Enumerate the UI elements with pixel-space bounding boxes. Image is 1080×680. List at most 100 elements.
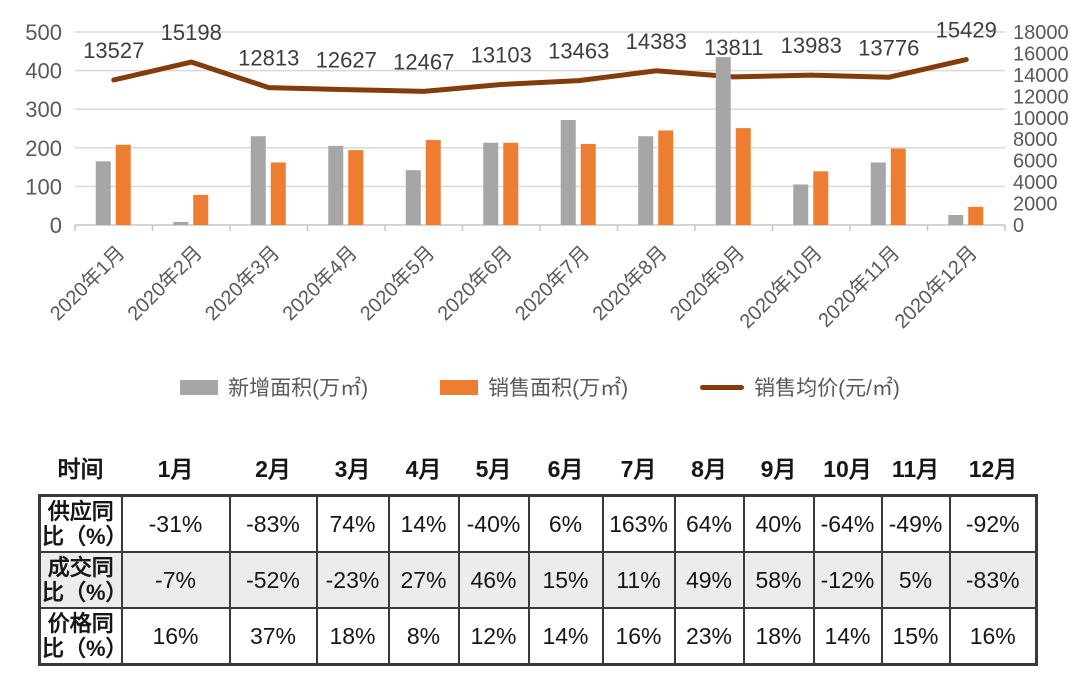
gridlines [75,31,1005,226]
legend-label: 新增面积(万㎡) [228,377,369,400]
table-cell: 14% [527,607,604,666]
left-axis-tick-label: 0 [50,213,62,238]
table-row: 成交同比（%） -7% -52% -23% 27% 46% 15% 11% 49% 58% -12%… [38,551,1038,609]
x-axis-label: 2020年7月 [510,241,594,325]
x-axis-label: 2020年8月 [588,241,672,325]
legend-bar-swatch-icon [180,379,219,395]
x-axis-label: 2020年2月 [123,241,207,325]
x-axis-label: 2020年5月 [355,241,439,325]
price-line-data-labels: 13527 15198 12813 12627 12467 13103 13463 14383… [83,18,997,75]
sales-area-bar [115,144,131,225]
sales-area-bar [503,142,519,225]
sales-area-bar [580,143,596,225]
table-cell: 15% [880,607,951,666]
new-area-bar [95,161,111,225]
table-cell: -83% [948,551,1038,609]
new-area-bar [638,136,654,225]
combo-chart: 0100200300400500020004000600080001000012… [25,18,1069,333]
table-month-header: 7月 [602,446,675,496]
table-month-header: 5月 [458,446,529,496]
table-cell: -12% [812,551,883,609]
legend-bar-swatch-icon [440,379,479,395]
legend-item: 销售面积(万㎡) [440,372,628,402]
table-row: 价格同比（%） 16% 37% 18% 8% 12% 14% 16% 23% 18% 14% 15% 1… [38,607,1038,666]
right-axis-tick-label: 18000 [1013,22,1069,44]
sales-area-bar [348,150,364,225]
table-cell: -23% [315,551,390,609]
table-month-header: 3月 [316,446,389,496]
table-row: 供应同比（%） -31% -83% 74% 14% -40% 6% 163% 64% 40% -64… [38,494,1038,553]
price-data-label: 15429 [936,18,997,43]
left-axis-tick-label: 100 [25,174,62,199]
legend-item: 新增面积(万㎡) [180,372,368,402]
right-axis-tick-label: 14000 [1013,65,1069,87]
sales-area-bar [270,162,286,225]
right-axis-tick-label: 0 [1013,215,1024,237]
price-data-label: 13983 [781,33,842,58]
x-axis-label: 2020年4月 [278,241,362,325]
table-cell: 14% [812,607,883,666]
price-data-label: 14383 [626,29,687,54]
table-cell: 11% [601,551,676,609]
legend-item: 销售均价(元/㎡) [700,372,900,402]
x-axis-labels: 2020年1月2020年2月2020年3月2020年4月2020年5月2020年… [45,241,981,333]
table-cell: 12% [457,607,530,666]
table-cell: 64% [673,494,745,553]
table-header-row: 时间 1月 2月 3月 4月 5月 6月 7月 8月 9月 10月 11月 12月 [39,446,1037,496]
price-data-label: 12467 [393,49,454,74]
left-axis-labels: 0 100 200 300 400 500 [25,20,62,238]
table-cell: 8% [387,607,460,666]
x-axis-label: 2020年6月 [433,241,517,325]
table-cell: -49% [880,494,951,553]
table-cell: 27% [387,551,460,609]
right-axis-tick-label: 16000 [1013,43,1069,65]
right-axis-tick-label: 6000 [1013,151,1058,173]
table-cell: 14% [387,494,460,553]
price-data-label: 13463 [548,39,609,64]
legend-label: 销售均价(元/㎡) [754,377,900,400]
new-area-bar [870,162,886,225]
table-cell: 5% [880,551,951,609]
price-line [111,57,969,94]
table-month-header: 12月 [949,446,1037,496]
table-cell: 49% [673,551,745,609]
right-axis-tick-label: 12000 [1013,86,1069,108]
right-axis-tick-label: 4000 [1013,172,1058,194]
table-month-header: 8月 [674,446,744,496]
table-cell: 16% [948,607,1038,666]
x-axis-label: 2020年10月 [735,241,827,333]
table-row-label: 价格同比（%） [38,607,128,666]
legend-line-swatch-icon [700,384,745,390]
table-row-label: 供应同比（%） [38,494,128,553]
x-axis-label: 2020年3月 [200,241,284,325]
right-axis-tick-label: 8000 [1013,129,1058,151]
x-axis-label: 2020年9月 [665,241,749,325]
bars-sales-area [115,128,984,225]
yoy-table: 时间 1月 2月 3月 4月 5月 6月 7月 8月 9月 10月 11月 12月 供应同比（%） -31… [38,446,1038,666]
price-data-label: 13811 [704,35,764,60]
table-month-header: 11月 [881,446,950,496]
price-data-label: 12813 [238,46,299,71]
table-cell: -40% [457,494,530,553]
sales-area-bar [890,148,906,225]
table-cell: 18% [742,607,815,666]
legend-label: 销售面积(万㎡) [488,377,629,400]
new-area-bar [560,120,576,225]
sales-area-bar [658,130,674,225]
table-cell: -64% [812,494,883,553]
table-month-header: 4月 [388,446,459,496]
new-area-bar [948,214,964,225]
left-axis-tick-label: 400 [25,59,62,84]
right-axis-tick-label: 2000 [1013,194,1058,216]
table-month-header: 2月 [229,446,317,496]
table-cell: 16% [120,607,231,666]
table-cell: 15% [527,551,604,609]
sales-area-bar [735,128,751,225]
sales-area-bar [813,171,829,225]
price-data-label: 13776 [858,35,919,60]
table-cell: 74% [315,494,390,553]
new-area-bar [715,57,731,226]
bars-new-area [95,57,964,226]
table-cell: 37% [228,607,318,666]
